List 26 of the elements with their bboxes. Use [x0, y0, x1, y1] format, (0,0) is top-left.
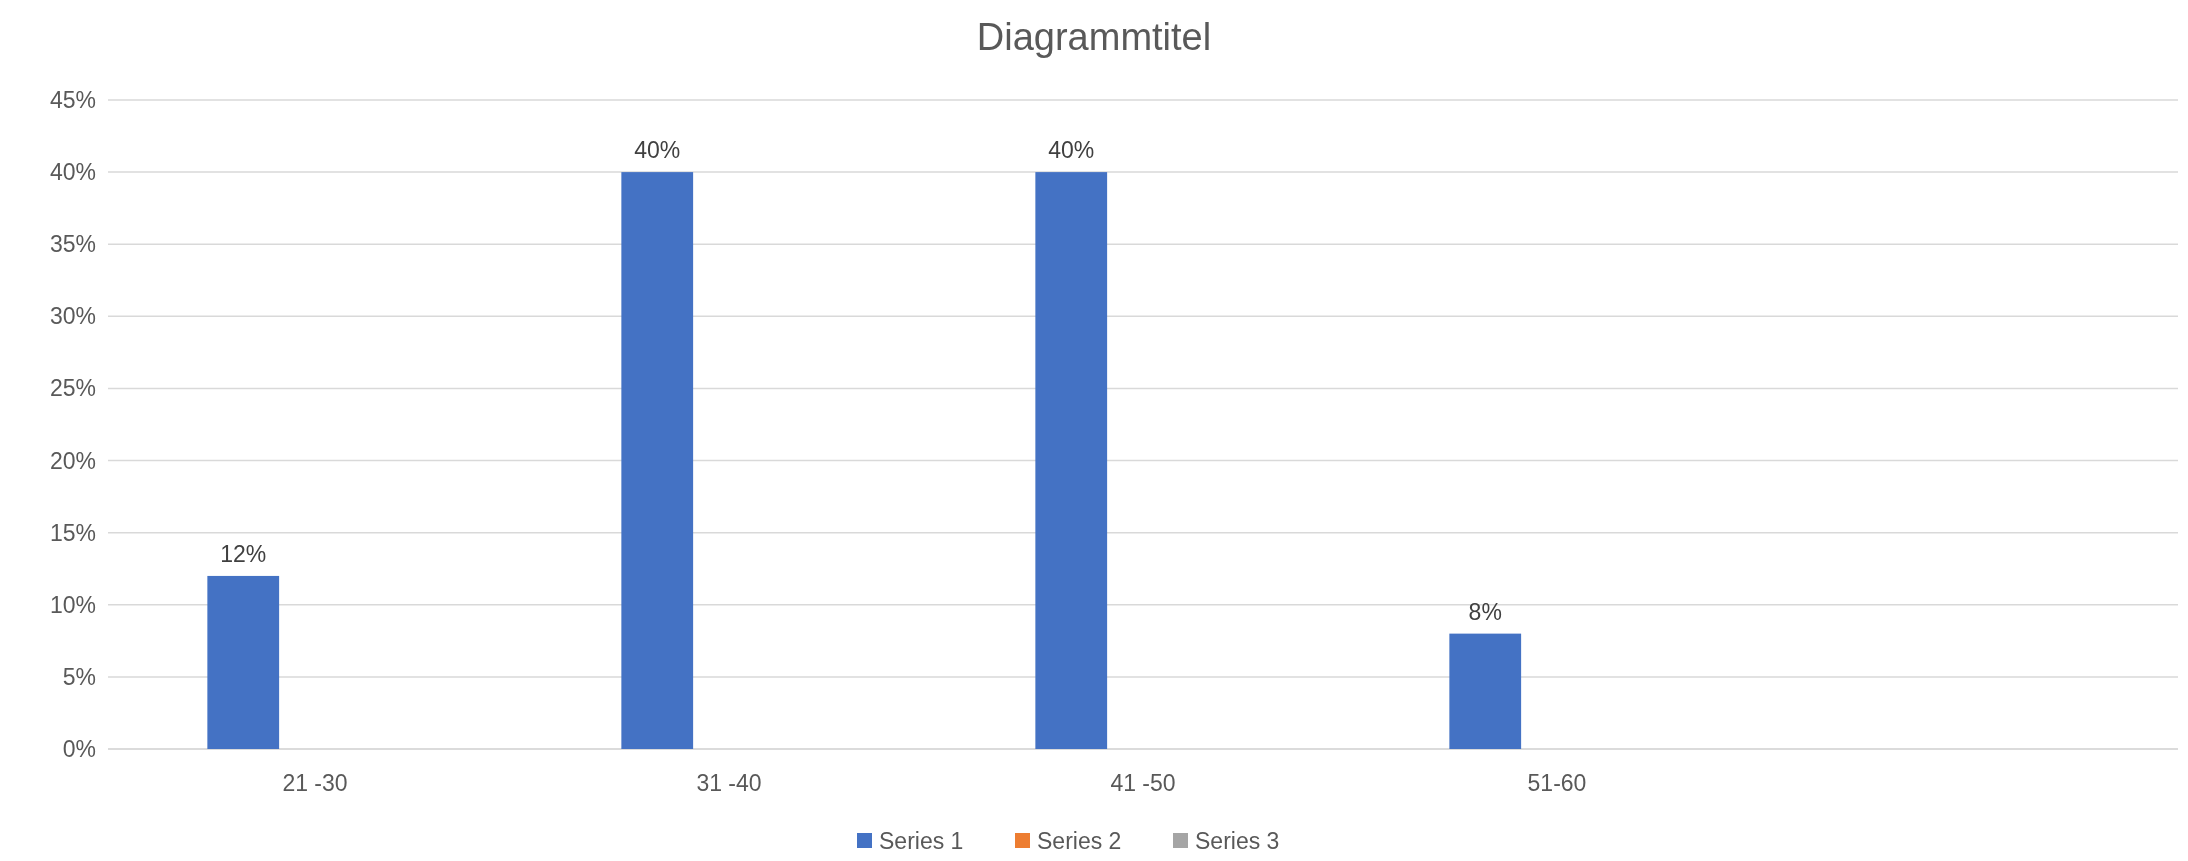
x-tick-label: 51-60: [1527, 770, 1587, 796]
bar: [1035, 172, 1108, 749]
legend-label: Series 3: [1195, 828, 1280, 855]
y-tick-label: 5%: [62, 663, 96, 690]
x-tick-label: 21 -30: [282, 770, 348, 796]
y-tick-label: 20%: [49, 447, 96, 474]
y-tick-label: 30%: [49, 303, 96, 330]
legend-label: Series 1: [879, 828, 964, 855]
data-label: 40%: [1048, 137, 1095, 164]
y-tick-label: 0%: [62, 736, 96, 763]
y-tick-label: 15%: [49, 519, 96, 546]
chart-title: Diagrammtitel: [976, 16, 1212, 58]
y-tick-label: 40%: [49, 159, 96, 186]
data-label: 8%: [1468, 598, 1502, 625]
x-tick-label: 31 -40: [696, 770, 762, 796]
bar: [207, 575, 280, 749]
bar: [621, 172, 694, 749]
legend-label: Series 2: [1037, 828, 1122, 855]
data-label: 12%: [220, 540, 267, 567]
data-label: 40%: [634, 137, 681, 164]
y-tick-label: 10%: [49, 591, 96, 618]
y-tick-label: 25%: [49, 375, 96, 402]
bar: [1449, 633, 1522, 749]
y-tick-label: 35%: [49, 231, 96, 258]
y-tick-label: 45%: [49, 87, 96, 114]
x-tick-label: 41 -50: [1110, 770, 1176, 796]
